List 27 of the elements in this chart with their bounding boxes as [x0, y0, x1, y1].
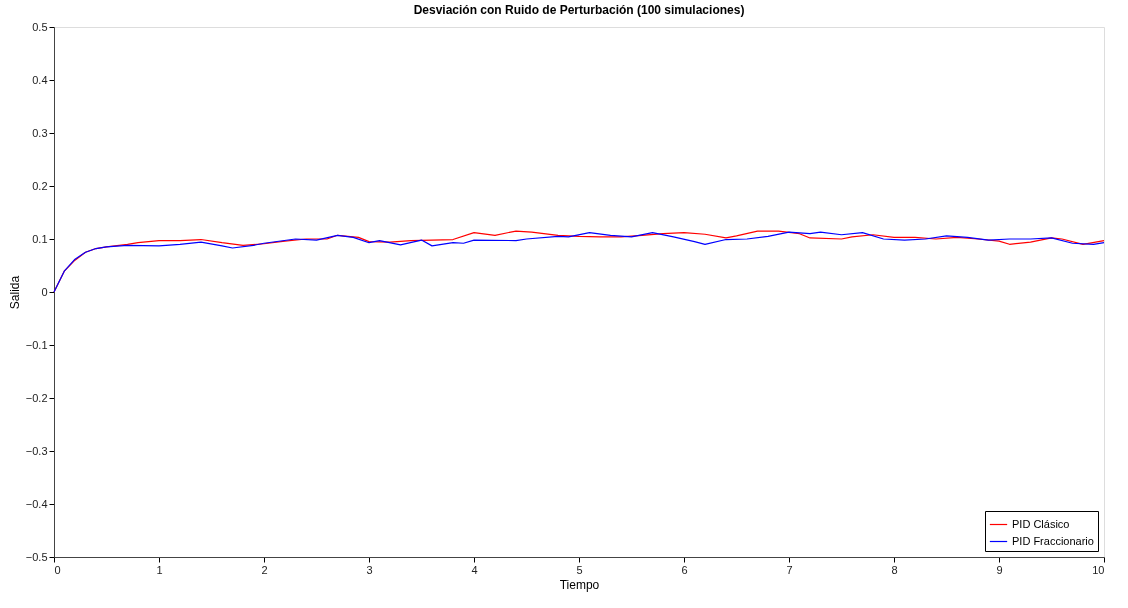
y-tick-label: 0.2	[32, 179, 48, 192]
y-tick-label: −0.3	[25, 444, 48, 457]
legend-label: PID Clásico	[1012, 517, 1070, 530]
y-tick-label: −0.5	[25, 550, 48, 563]
x-tick-label: 1	[156, 563, 163, 576]
x-tick-label: 8	[891, 563, 898, 576]
y-tick-label: 0.3	[32, 126, 48, 139]
x-tick-label: 10	[1092, 563, 1105, 576]
y-axis-title: Salida	[7, 275, 22, 310]
x-tick-label: 3	[366, 563, 373, 576]
x-tick-label: 2	[261, 563, 268, 576]
x-tick-label: 4	[471, 563, 478, 576]
x-tick-label: 7	[786, 563, 793, 576]
x-tick-label: 9	[996, 563, 1003, 576]
y-tick-label: −0.4	[25, 497, 48, 510]
y-tick-label: −0.1	[25, 338, 48, 351]
chart-title: Desviación con Ruido de Perturbación (100 simulaciones)	[413, 3, 745, 17]
y-tick-label: 0.1	[32, 232, 48, 245]
x-tick-label: 6	[681, 563, 688, 576]
legend-label: PID Fraccionario	[1012, 534, 1094, 547]
x-tick-label: 5	[576, 563, 583, 576]
y-tick-label: 0	[41, 285, 48, 298]
y-tick-label: 0.4	[32, 73, 48, 86]
x-tick-label: 0	[54, 563, 61, 576]
y-tick-label: −0.2	[25, 391, 48, 404]
y-tick-label: 0.5	[32, 20, 48, 33]
x-axis-title: Tiempo	[559, 577, 600, 592]
